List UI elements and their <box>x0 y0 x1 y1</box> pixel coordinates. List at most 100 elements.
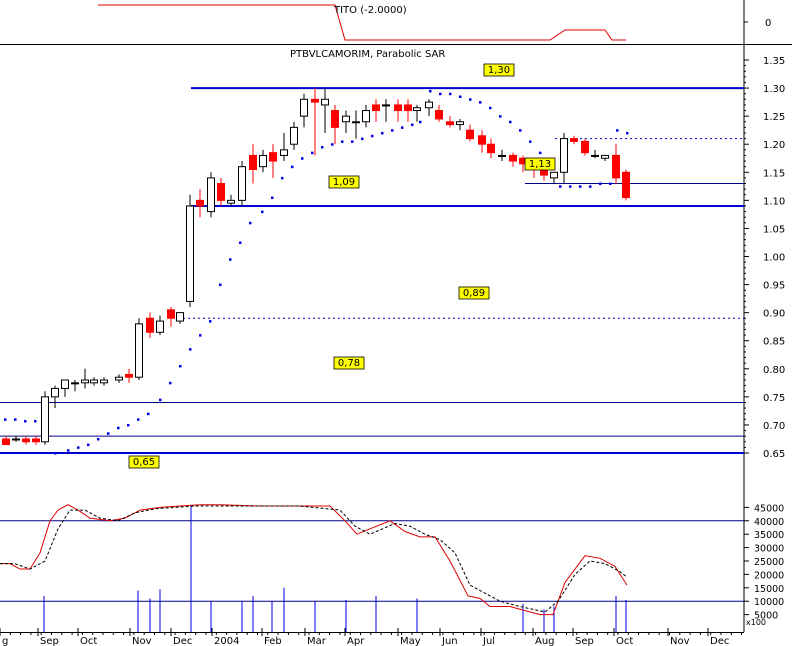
volume-tick-label: 45000 <box>754 503 784 514</box>
sar-dot <box>479 101 482 104</box>
sar-dot <box>559 185 562 188</box>
sar-dot <box>391 129 394 132</box>
sar-dot <box>519 129 522 132</box>
candle-body <box>249 154 257 170</box>
price-chart-title: PTBVLCAMORIM, Parabolic SAR <box>290 49 445 60</box>
level-label-box <box>458 286 490 300</box>
candle-body <box>269 152 277 162</box>
candle-body <box>167 309 175 319</box>
price-tick-label: 1.25 <box>763 112 785 123</box>
sar-dot <box>169 381 172 385</box>
candle-body <box>217 183 225 201</box>
candle-body <box>196 199 204 207</box>
candle-body <box>41 396 49 443</box>
candle-body <box>581 140 589 154</box>
candle-body <box>446 121 454 126</box>
level-label: 1,13 <box>529 159 551 170</box>
sar-dot <box>579 185 582 188</box>
sar-dot <box>127 423 130 427</box>
candle-body <box>601 154 609 159</box>
candle-body <box>280 149 288 156</box>
price-tick-label: 0.70 <box>763 421 785 432</box>
sar-dot <box>499 115 502 118</box>
sar-dot <box>137 418 140 421</box>
volume-line-dashed <box>0 505 628 613</box>
x-tick-label: May <box>400 636 421 646</box>
tito-indicator-panel: TITO (-2.0000) 0 <box>98 4 771 41</box>
sar-dot <box>626 131 629 135</box>
sar-dot <box>239 241 242 244</box>
sar-dot <box>381 131 384 135</box>
panel-frames <box>0 0 792 633</box>
tito-line <box>98 4 626 41</box>
candle-body <box>12 438 20 441</box>
candle-body <box>81 379 89 384</box>
sar-dot <box>219 283 222 287</box>
sar-dot <box>159 398 162 402</box>
sar-dot <box>599 182 602 186</box>
candle-body <box>176 312 184 322</box>
level-label-box <box>328 175 360 189</box>
sar-dot <box>249 221 252 225</box>
level-label-box <box>524 157 556 171</box>
candle-body <box>146 317 154 333</box>
price-panel: PTBVLCAMORIM, Parabolic SAR 1.35 1.30 1.25 1… <box>0 49 785 469</box>
sar-dot <box>341 140 344 143</box>
sar-dot <box>87 443 90 447</box>
sar-dot <box>449 92 452 96</box>
price-tick-label: 0.85 <box>763 337 785 348</box>
sar-dot <box>271 196 274 200</box>
sar-dot <box>539 151 542 155</box>
x-tick-label: g <box>2 636 8 646</box>
candle-body <box>311 98 319 103</box>
sar-dot <box>419 120 422 124</box>
candle-body <box>622 171 630 199</box>
candle-body <box>238 166 246 201</box>
candle-body <box>115 376 123 381</box>
candle-body <box>509 154 517 162</box>
sar-dot <box>67 449 70 452</box>
candle-body <box>382 104 390 107</box>
price-tick-label: 1.20 <box>763 140 785 151</box>
sar-dot <box>351 140 354 143</box>
x-tick-label: 2004 <box>214 636 239 646</box>
candle-body <box>372 104 380 112</box>
candle-body <box>331 110 339 128</box>
candle-body <box>550 171 558 179</box>
x-tick-label: Sep <box>575 636 594 646</box>
volume-tick-label: 15000 <box>754 584 784 595</box>
x-tick-label: Dec <box>173 636 192 646</box>
x-tick-label: Oct <box>616 636 633 646</box>
sar-dot <box>589 185 592 188</box>
sar-dot <box>321 146 324 149</box>
level-label: 0,89 <box>463 288 485 299</box>
candle-body <box>591 154 599 157</box>
sar-dot <box>569 185 572 188</box>
candle-body <box>352 121 360 124</box>
sar-dot <box>4 418 7 421</box>
sar-dot <box>14 418 17 421</box>
sar-dot <box>291 165 294 169</box>
price-tick-label: 0.65 <box>763 449 785 460</box>
candle-body <box>425 101 433 109</box>
sar-dot <box>189 348 192 351</box>
price-tick-label: 0.90 <box>763 309 785 320</box>
sar-dot <box>469 98 472 101</box>
candle-body <box>560 138 568 173</box>
x-tick-label: Oct <box>80 636 97 646</box>
sar-dot <box>361 137 364 141</box>
level-label: 0,65 <box>133 457 155 468</box>
x-tick-label: Nov <box>670 636 690 646</box>
candle-body <box>435 110 443 120</box>
x-tick-label: Feb <box>264 636 282 646</box>
candle-body <box>498 154 506 157</box>
candle-body <box>413 107 421 112</box>
volume-tick-label: 5000 <box>754 611 778 622</box>
sar-dot <box>229 258 232 261</box>
candle-body <box>125 373 133 378</box>
sar-dot <box>439 92 442 96</box>
volume-line-red <box>0 504 628 616</box>
sar-dot <box>459 95 462 98</box>
price-tick-label: 0.75 <box>763 393 785 404</box>
sar-dot <box>411 123 414 127</box>
